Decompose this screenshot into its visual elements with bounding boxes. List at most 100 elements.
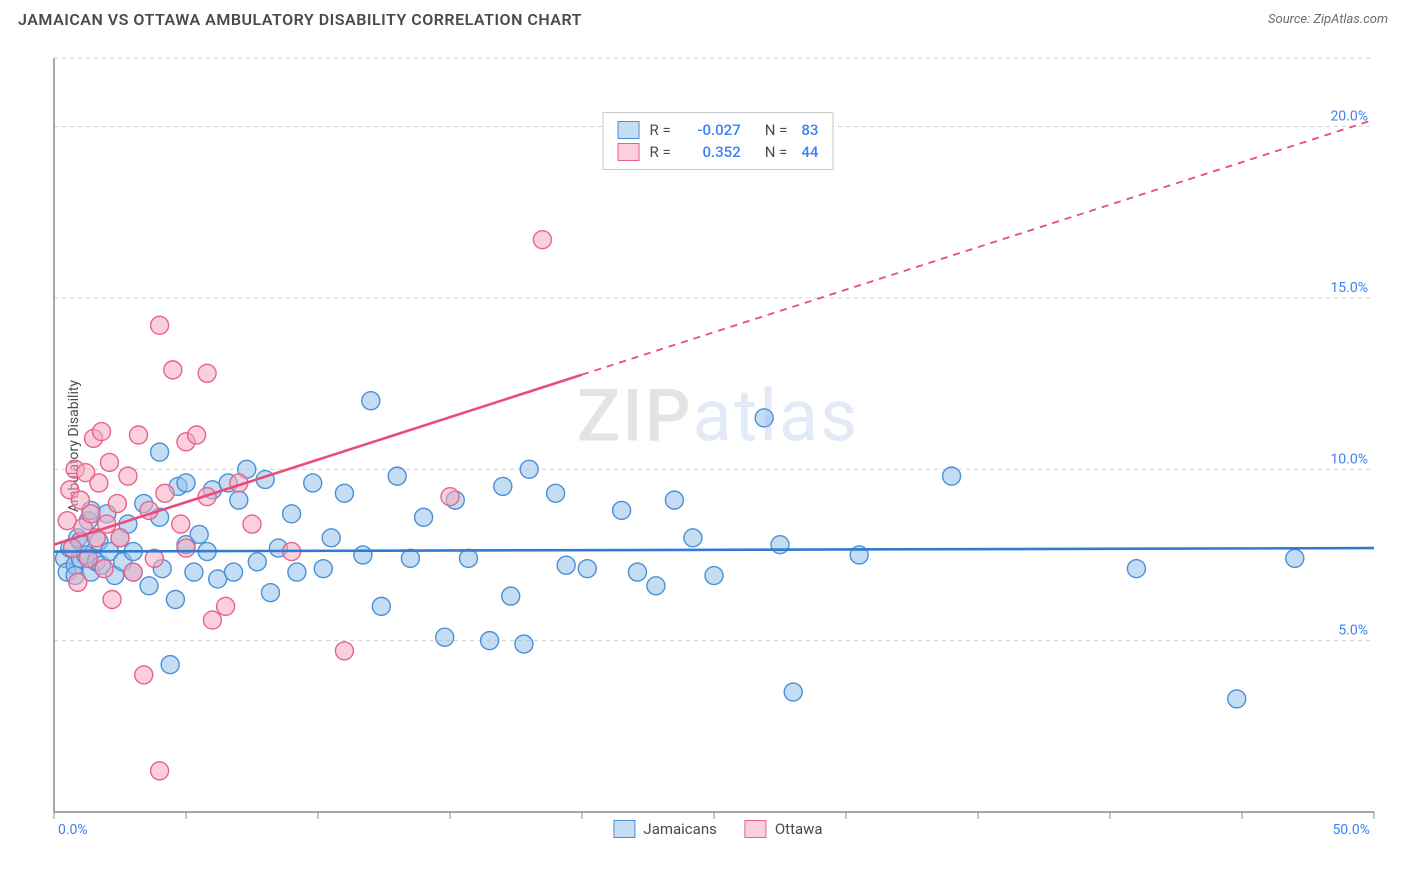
data-point [103,591,121,609]
correlation-legend-row: R = 0.352 N = 44 [618,141,819,163]
y-tick-label: 15.0% [1330,280,1368,296]
data-point [362,392,380,410]
trend-line [54,548,1374,551]
data-point [684,529,702,547]
data-point [124,563,142,581]
r-label: R = [650,121,671,139]
correlation-legend-row: R = -0.027 N = 83 [618,119,819,141]
data-point [69,573,87,591]
data-point [190,525,208,543]
data-point [628,563,646,581]
data-point [578,560,596,578]
data-point [647,577,665,595]
scatter-chart: 5.0% 10.0% 15.0% 20.0% 0.0% 50.0% [48,52,1388,844]
data-point [198,364,216,382]
series-label: Ottawa [775,820,823,838]
data-point [401,549,419,567]
data-point [515,635,533,653]
data-point [441,488,459,506]
series-legend-item: Jamaicans [613,820,716,838]
data-point [520,460,538,478]
data-point [100,453,118,471]
legend-swatch [745,820,767,838]
data-point [755,409,773,427]
data-point [188,426,206,444]
data-point [459,549,477,567]
data-point [502,587,520,605]
data-point [161,656,179,674]
n-value: 44 [801,143,818,161]
chart-title: JAMAICAN VS OTTAWA AMBULATORY DISABILITY… [18,10,582,29]
data-point [415,508,433,526]
data-point [203,611,221,629]
data-point [151,443,169,461]
data-point [1127,560,1145,578]
legend-swatch [618,121,640,139]
data-point [372,597,390,615]
y-tick-label: 5.0% [1338,623,1368,639]
data-point [177,474,195,492]
data-point [129,426,147,444]
data-point [771,536,789,554]
trend-line [54,375,582,545]
legend-swatch [613,820,635,838]
n-value: 83 [801,121,818,139]
series-label: Jamaicans [643,820,716,838]
data-point [481,632,499,650]
data-point [151,762,169,780]
y-tick-label: 10.0% [1330,451,1368,467]
data-point [335,484,353,502]
x-tick-label: 50.0% [1332,822,1370,838]
data-point [243,515,261,533]
data-point [185,563,203,581]
x-tick-label: 0.0% [58,822,88,838]
y-tick-label: 20.0% [1330,109,1368,125]
data-point [156,484,174,502]
data-point [322,529,340,547]
data-point [140,577,158,595]
data-point [388,467,406,485]
data-point [1286,549,1304,567]
legend-swatch [618,143,640,161]
data-point [335,642,353,660]
data-point [82,505,100,523]
data-point [261,584,279,602]
n-label: N = [765,121,788,139]
r-label: R = [650,143,671,161]
data-point [557,556,575,574]
data-point [288,563,306,581]
r-value: 0.352 [681,143,741,161]
data-point [1228,690,1246,708]
data-point [172,515,190,533]
data-point [436,628,454,646]
r-value: -0.027 [681,121,741,139]
series-legend: Jamaicans Ottawa [613,820,822,838]
data-point [314,560,332,578]
data-point [135,666,153,684]
data-point [784,683,802,701]
data-point [166,591,184,609]
correlation-legend: R = -0.027 N = 83 R = 0.352 N = 44 [603,112,834,170]
data-point [283,505,301,523]
data-point [613,501,631,519]
data-point [217,597,235,615]
data-point [547,484,565,502]
data-point [108,495,126,513]
data-point [177,539,195,557]
data-point [164,361,182,379]
data-point [119,467,137,485]
data-point [90,474,108,492]
data-point [943,467,961,485]
title-bar: JAMAICAN VS OTTAWA AMBULATORY DISABILITY… [0,0,1406,33]
source-value: ZipAtlas.com [1313,12,1388,27]
data-point [304,474,322,492]
data-point [248,553,266,571]
chart-frame: 5.0%10.0%15.0%20.0%0.0%50.0% ZIPatlas R … [48,52,1388,844]
data-point [533,231,551,249]
source-attribution: Source: ZipAtlas.com [1268,12,1388,27]
data-point [95,560,113,578]
n-label: N = [765,143,788,161]
data-point [354,546,372,564]
source-label: Source: [1268,12,1310,27]
data-point [93,423,111,441]
